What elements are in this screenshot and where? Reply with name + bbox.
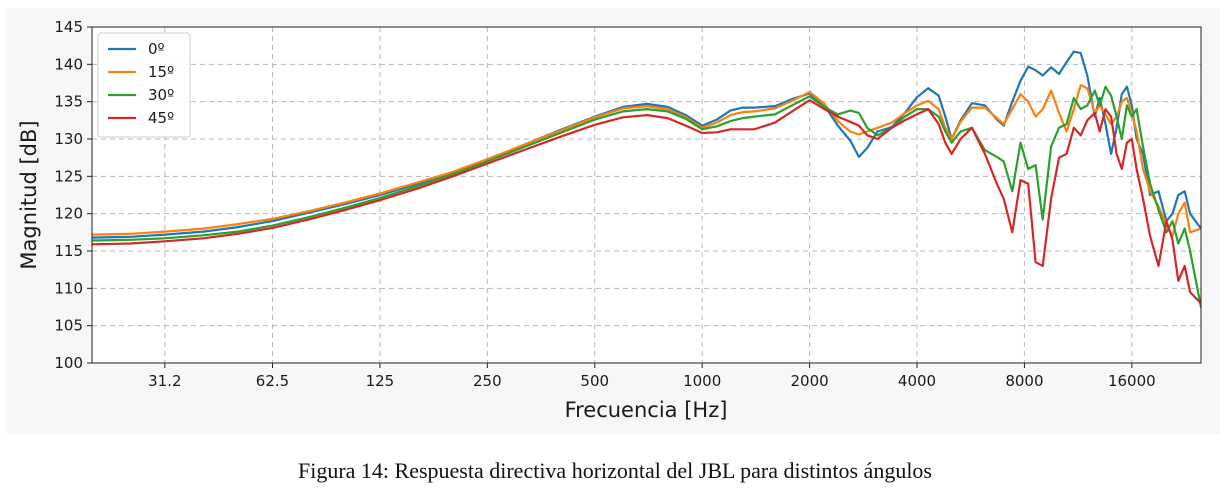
y-tick-label: 100 bbox=[54, 354, 83, 372]
x-tick-label: 500 bbox=[580, 372, 609, 390]
series-layer bbox=[92, 50, 1201, 309]
plot-frame bbox=[91, 26, 1202, 364]
legend-label: 30º bbox=[148, 86, 174, 104]
plot-area bbox=[92, 27, 1201, 363]
y-tick-label: 120 bbox=[54, 205, 83, 223]
legend-label: 0º bbox=[148, 40, 165, 58]
legend-box bbox=[97, 32, 191, 138]
y-tick-label: 125 bbox=[54, 167, 83, 185]
y-tick-label: 115 bbox=[54, 242, 83, 260]
x-tick-label: 4000 bbox=[898, 372, 936, 390]
y-tick-label: 140 bbox=[54, 55, 83, 73]
figure-caption: Figura 14: Respuesta directiva horizonta… bbox=[297, 458, 932, 483]
x-tick-label: 1000 bbox=[683, 372, 721, 390]
y-axis-label: Magnitud [dB] bbox=[17, 120, 41, 269]
y-tick-label: 105 bbox=[54, 317, 83, 335]
y-tick-label: 110 bbox=[54, 279, 83, 297]
series-line-3 bbox=[92, 99, 1201, 305]
y-tick-label: 145 bbox=[54, 18, 83, 36]
legend-label: 45º bbox=[148, 109, 174, 127]
ticks-layer: 31.2 62.5 125 250 500 1000 2000 4000 8000 16000 10… bbox=[54, 18, 1155, 390]
x-tick-label: 250 bbox=[473, 372, 502, 390]
x-tick-label: 16000 bbox=[1108, 372, 1156, 390]
legend-label: 15º bbox=[148, 63, 174, 81]
x-tick-label: 125 bbox=[366, 372, 395, 390]
line-chart: 31.2 62.5 125 250 500 1000 2000 4000 8000 16000 10… bbox=[17, 18, 1202, 422]
y-tick-label: 130 bbox=[54, 130, 83, 148]
series-line-2 bbox=[92, 85, 1201, 309]
legend: 0º 15º 30º 45º bbox=[97, 32, 191, 138]
x-tick-label: 31.2 bbox=[148, 372, 181, 390]
x-axis-label: Frecuencia [Hz] bbox=[565, 398, 728, 422]
x-tick-label: 2000 bbox=[790, 372, 828, 390]
x-tick-label: 62.5 bbox=[256, 372, 289, 390]
x-tick-label: 8000 bbox=[1005, 372, 1043, 390]
y-tick-label: 135 bbox=[54, 93, 83, 111]
series-line-1 bbox=[92, 84, 1201, 238]
figure-panel: 31.2 62.5 125 250 500 1000 2000 4000 8000 16000 10… bbox=[6, 8, 1220, 434]
